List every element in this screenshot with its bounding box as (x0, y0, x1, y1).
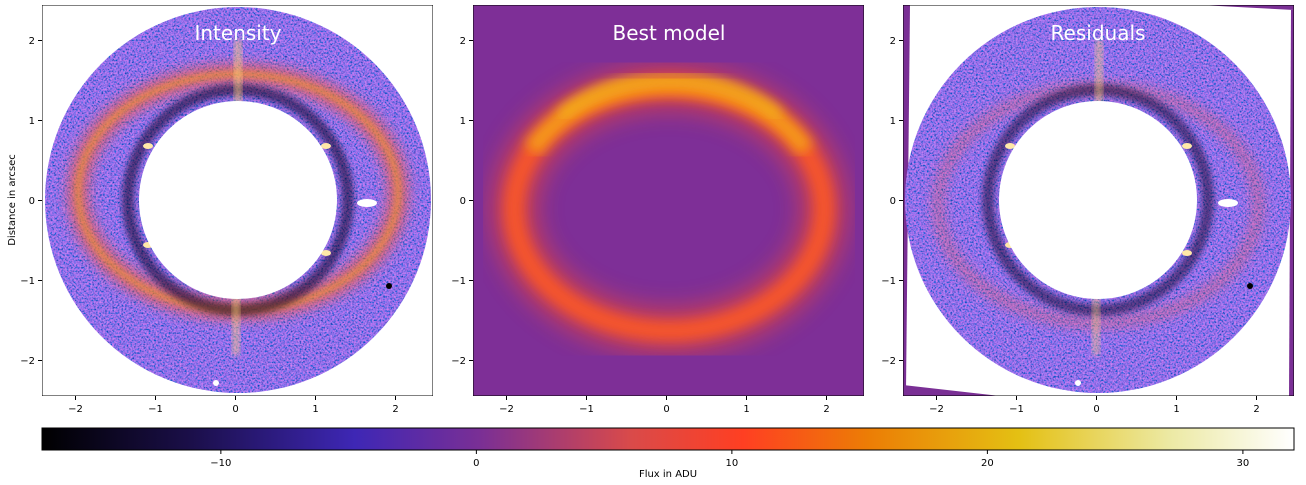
y-tick-label: 2 (890, 36, 896, 47)
x-tick-label: −2 (499, 404, 514, 415)
y-tick-label: 0 (29, 196, 35, 207)
x-tick-label: 1 (1173, 404, 1179, 415)
colorbar-tick-label: −10 (210, 458, 231, 469)
x-tick-label: 0 (663, 404, 669, 415)
colorbar-tick-label: 0 (473, 458, 479, 469)
colorbar-tick-label: 30 (1237, 458, 1250, 469)
intensity-image (42, 5, 433, 396)
y-tick-label: −2 (451, 356, 466, 367)
colorbar-label: Flux in ADU (639, 469, 697, 480)
x-tick-label: −2 (929, 404, 944, 415)
best-model-image (473, 5, 864, 396)
y-axis-label: Distance in arcsec (7, 154, 18, 246)
y-tick-label: 0 (460, 196, 466, 207)
panel-residuals: Residuals (903, 5, 1294, 396)
axes-ticks: −2 2 −1 1 0 0 1 −1 2 −2 −2 2 −1 1 0 0 1 −1 2 −2 −2 2 −1 1 0 0 1 −1 2… (20, 36, 1259, 415)
panel-best-model: Best model (473, 5, 864, 396)
x-tick-label: −1 (148, 404, 163, 415)
y-tick-label: −2 (881, 356, 896, 367)
colorbar-tick-label: 20 (981, 458, 994, 469)
colorbar: −10 0 10 20 30 Flux in ADU (41, 427, 1295, 480)
panel-intensity: Intensity (42, 5, 433, 396)
y-tick-label: 2 (460, 36, 466, 47)
x-tick-label: 2 (823, 404, 829, 415)
colorbar-ticks: −10 0 10 20 30 (210, 450, 1249, 469)
y-tick-label: −1 (20, 276, 35, 287)
panel-title-residuals: Residuals (1051, 21, 1146, 45)
y-tick-label: −2 (20, 356, 35, 367)
panel-title-best-model: Best model (613, 21, 726, 45)
y-tick-label: 1 (29, 116, 35, 127)
y-tick-label: 1 (460, 116, 466, 127)
y-tick-label: −1 (881, 276, 896, 287)
x-tick-label: −1 (1009, 404, 1024, 415)
x-tick-label: 2 (1253, 404, 1259, 415)
colorbar-gradient (41, 427, 1295, 451)
y-tick-label: 2 (29, 36, 35, 47)
y-tick-label: 0 (890, 196, 896, 207)
colorbar-tick-label: 10 (726, 458, 739, 469)
y-tick-label: −1 (451, 276, 466, 287)
x-tick-label: −1 (579, 404, 594, 415)
x-tick-label: 0 (232, 404, 238, 415)
x-tick-label: 0 (1093, 404, 1099, 415)
x-tick-label: 1 (312, 404, 318, 415)
x-tick-label: 2 (392, 404, 398, 415)
y-tick-label: 1 (890, 116, 896, 127)
x-tick-label: 1 (743, 404, 749, 415)
x-tick-label: −2 (68, 404, 83, 415)
panel-title-intensity: Intensity (194, 21, 281, 45)
residuals-image (903, 5, 1294, 396)
